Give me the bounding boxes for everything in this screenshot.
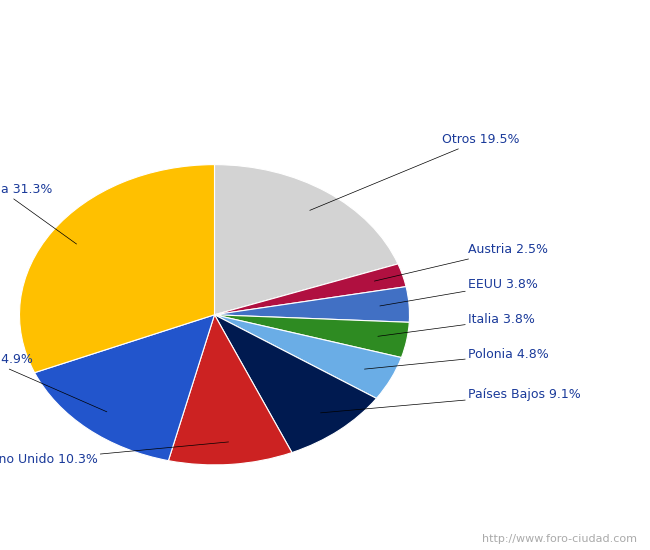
Text: EEUU 3.8%: EEUU 3.8% bbox=[380, 278, 538, 306]
Wedge shape bbox=[214, 287, 410, 322]
Wedge shape bbox=[34, 315, 214, 461]
Text: Francia 14.9%: Francia 14.9% bbox=[0, 353, 107, 412]
Wedge shape bbox=[214, 164, 398, 315]
Text: Austria 2.5%: Austria 2.5% bbox=[374, 243, 548, 281]
Text: Tacoronte - Turistas extranjeros según país - Abril de 2024: Tacoronte - Turistas extranjeros según p… bbox=[29, 15, 621, 34]
Text: Países Bajos 9.1%: Países Bajos 9.1% bbox=[320, 388, 580, 413]
Text: http://www.foro-ciudad.com: http://www.foro-ciudad.com bbox=[482, 535, 637, 544]
Text: Italia 3.8%: Italia 3.8% bbox=[378, 314, 535, 336]
Text: Reino Unido 10.3%: Reino Unido 10.3% bbox=[0, 442, 229, 466]
Text: Otros 19.5%: Otros 19.5% bbox=[310, 133, 519, 210]
Wedge shape bbox=[214, 315, 376, 453]
Text: Alemania 31.3%: Alemania 31.3% bbox=[0, 183, 77, 244]
Wedge shape bbox=[20, 164, 215, 373]
Wedge shape bbox=[214, 315, 402, 398]
Wedge shape bbox=[168, 315, 292, 465]
Wedge shape bbox=[214, 315, 410, 358]
Wedge shape bbox=[214, 264, 406, 315]
Text: Polonia 4.8%: Polonia 4.8% bbox=[365, 348, 549, 369]
